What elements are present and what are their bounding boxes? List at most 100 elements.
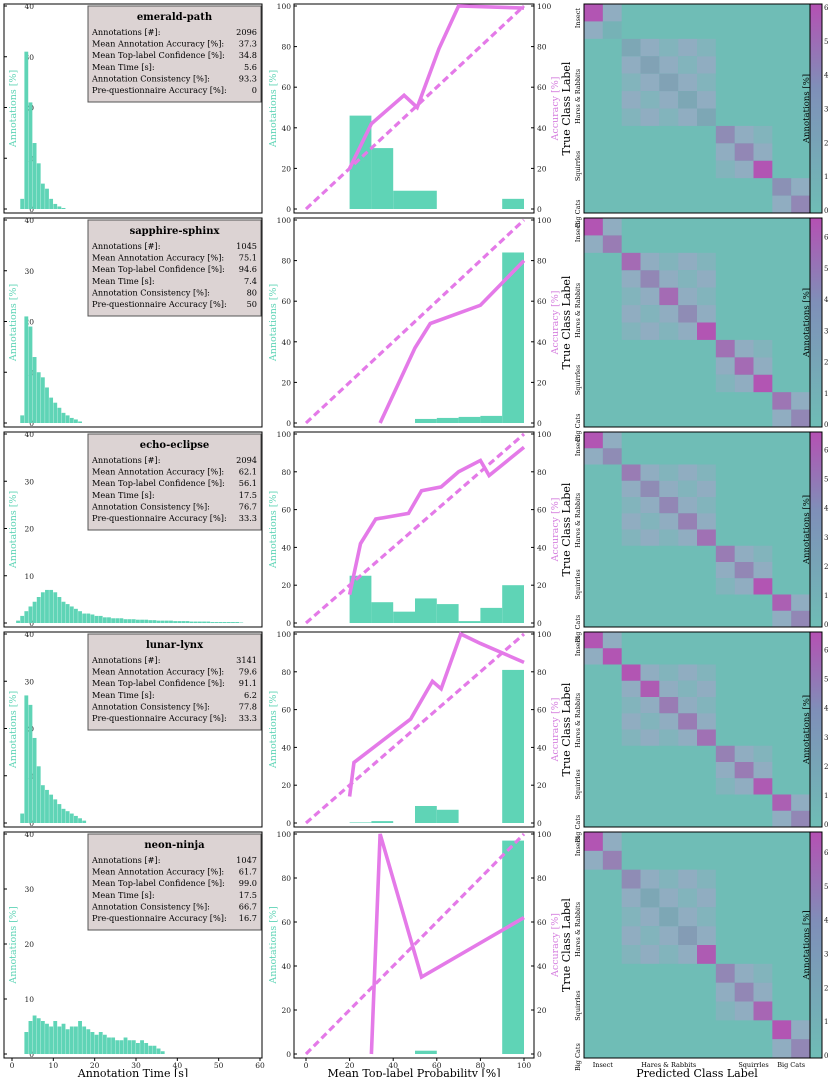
hist-bar [210, 622, 215, 623]
stat-name: Annotation Consistency [%]: [91, 901, 210, 911]
cm-cell [697, 464, 716, 481]
cm-diag-cell [678, 513, 697, 530]
cm-cell [640, 252, 660, 271]
cm-cell [791, 178, 810, 196]
stat-name: Annotations [#]: [91, 27, 160, 37]
hist-bar [189, 621, 194, 623]
hist-bar [36, 163, 41, 209]
cm-diag-cell [659, 287, 679, 306]
hist-ytick-label: 30 [24, 885, 34, 894]
cm-cell [678, 869, 697, 889]
cal-ytick-left-label: 100 [277, 630, 292, 639]
cal-ytick-right-label: 80 [537, 874, 547, 883]
cm-cell [640, 926, 660, 945]
cm-cell [678, 287, 697, 306]
stat-value: 2096 [236, 27, 257, 37]
cm-cell [659, 664, 679, 681]
cm-cell [584, 235, 603, 253]
cm-cell [640, 305, 660, 323]
cm-cell [753, 143, 773, 161]
cal-accuracy-line [347, 445, 526, 596]
stat-name: Annotation Consistency [%]: [91, 701, 210, 711]
hist-bar [193, 621, 198, 623]
hist-bar [69, 1026, 74, 1054]
cm-diag-cell [621, 38, 641, 57]
cm-cell [697, 664, 716, 681]
cm-cell [697, 287, 716, 306]
cm-cell [678, 945, 697, 964]
colorbar-tick: 4 [824, 705, 829, 713]
cm-cell [659, 513, 679, 530]
cm-diag-cell [584, 432, 603, 449]
hist-bar [36, 597, 41, 623]
cm-cell [753, 339, 773, 358]
stat-name: Mean Top-label Confidence [%]: [92, 878, 225, 888]
cm-row-tick: Squirrles [574, 769, 582, 799]
colorbar-tick: 0 [824, 821, 828, 829]
cm-col-tick: Insect [593, 1061, 614, 1069]
cm-cell [621, 497, 641, 514]
cal-bar [349, 575, 372, 623]
cal-bar [502, 585, 524, 623]
cal-ytick-left-label: 80 [281, 668, 291, 677]
cal-bar [349, 822, 372, 823]
cm-diag-cell [791, 810, 810, 827]
hist-xtick-label: 50 [214, 1061, 224, 1070]
cal-accuracy-line [369, 833, 525, 1055]
cal-accuracy-line [347, 631, 525, 797]
cm-cell [678, 529, 697, 546]
cm-cell [697, 56, 716, 74]
hist-ytick-label: 10 [24, 572, 34, 581]
cal-ytick-left-label: 40 [281, 338, 291, 347]
cm-cell [640, 38, 660, 57]
hist-bar [36, 766, 41, 823]
cal-ytick-right-label: 20 [537, 1006, 547, 1015]
cal-bar [502, 252, 524, 423]
cm-cell [678, 252, 697, 271]
cal-bar [502, 198, 524, 209]
hist-bar [107, 617, 111, 623]
hist-bar [74, 1026, 78, 1054]
cal-ytick-right-label: 80 [537, 257, 547, 266]
cm-cell [791, 794, 810, 811]
stat-value: 33.3 [239, 713, 257, 723]
stat-name: Annotations [#]: [91, 241, 160, 251]
colorbar-tick: 4 [824, 505, 829, 513]
cm-cell [678, 907, 697, 927]
stat-value: 37.3 [239, 39, 257, 49]
cm-cell [753, 357, 773, 375]
cm-diag-cell [791, 1039, 810, 1058]
cm-diag-cell [640, 480, 660, 497]
cm-cell [734, 160, 754, 179]
hist-bar [45, 1023, 49, 1054]
cm-cell [640, 529, 660, 546]
cm-row-tick: Insect [574, 8, 582, 29]
cal-ytick-left-label: 80 [281, 43, 291, 52]
hist-bar [160, 1051, 165, 1054]
cm-diag-cell [772, 178, 792, 196]
hist-bar [98, 1032, 103, 1054]
cm-cell [640, 713, 660, 730]
hist-bar [156, 1048, 161, 1054]
colorbar-tick: 2 [824, 984, 828, 992]
cm-cell [602, 432, 622, 449]
cm-cell [734, 578, 754, 595]
cm-cell [659, 252, 679, 271]
cm-cell [697, 680, 716, 697]
stat-value: 76.7 [239, 501, 257, 511]
cm-cell [640, 729, 660, 746]
hist-ytick-label: 40 [24, 216, 34, 225]
hist-frame [3, 3, 263, 214]
cm-diag-cell [791, 610, 810, 627]
hist-bar [61, 808, 66, 823]
cal-frame [293, 3, 535, 214]
hist-bar [123, 1037, 128, 1054]
cal-ytick-right-label: 0 [537, 619, 542, 628]
cm-diag-cell [772, 794, 792, 811]
cal-xlabel: Mean Top-label Probability [%] [327, 1067, 500, 1077]
hist-bar [28, 102, 33, 209]
hist-bar [57, 407, 62, 423]
stat-name: Pre-questionnaire Accuracy [%]: [92, 713, 227, 723]
cm-diag-cell [659, 697, 679, 714]
hist-bar [32, 1015, 37, 1054]
